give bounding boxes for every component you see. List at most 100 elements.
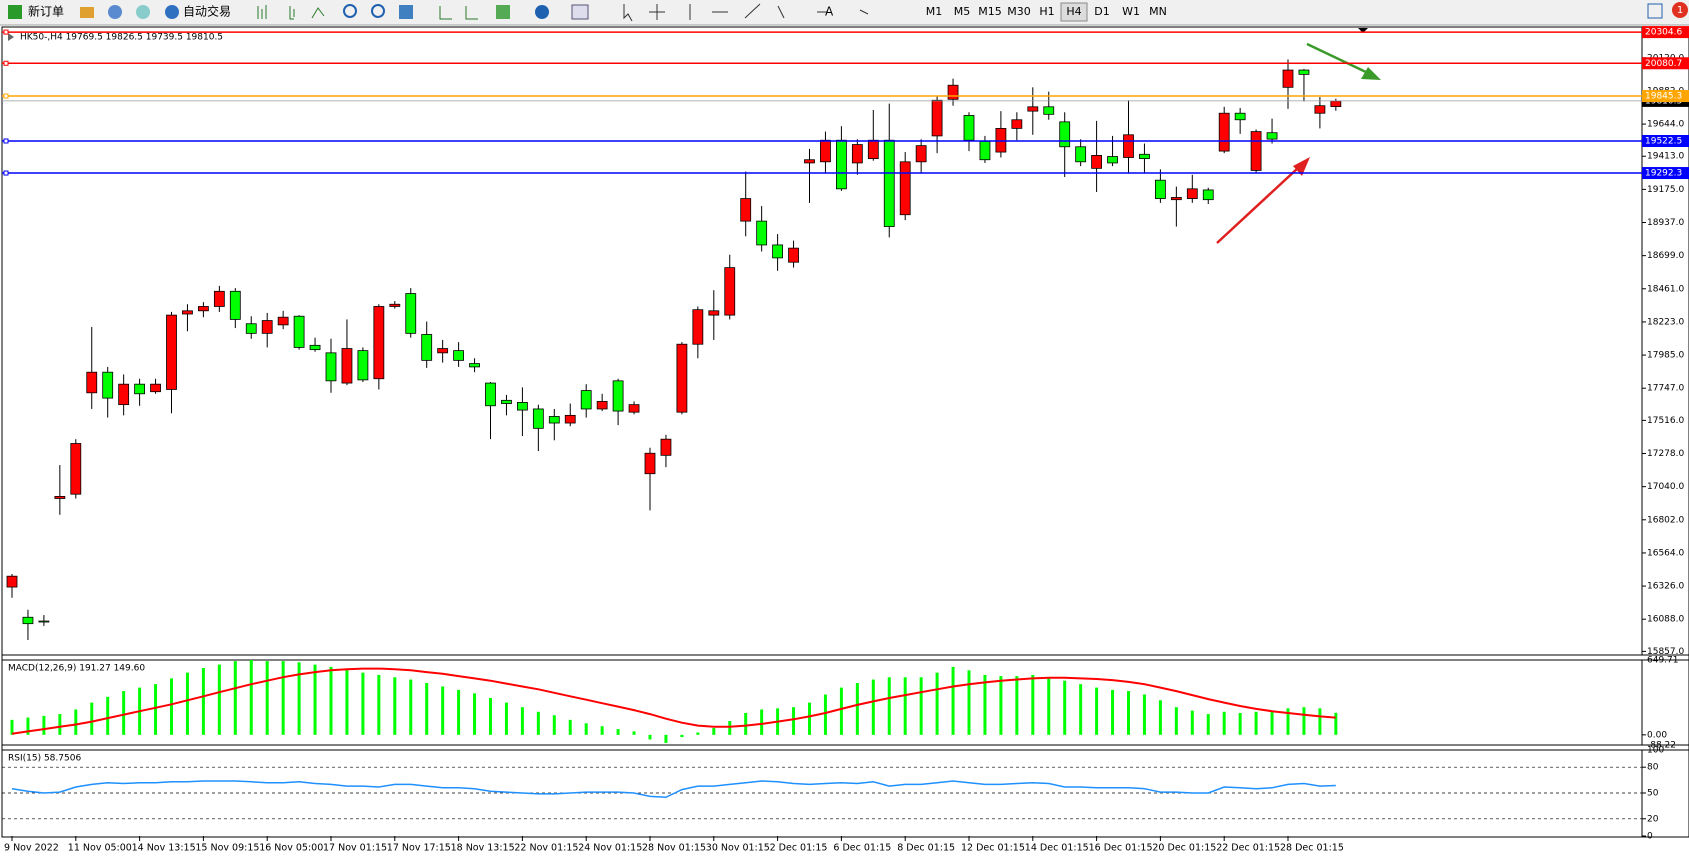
macd-bar bbox=[425, 683, 429, 735]
macd-bar bbox=[792, 707, 796, 735]
toolbar-icon[interactable] bbox=[108, 5, 122, 19]
chart-type-icons[interactable] bbox=[257, 5, 325, 20]
x-tick-label: 12 Dec 01:15 bbox=[961, 843, 1025, 854]
y-tick-label: 0 bbox=[1647, 832, 1653, 842]
annotation-arrows bbox=[1216, 42, 1381, 244]
y-tick-label: 17278.0 bbox=[1647, 449, 1684, 459]
x-tick-label: 24 Nov 01:15 bbox=[578, 843, 642, 854]
level-tag bbox=[1642, 26, 1689, 39]
macd-bar bbox=[1142, 694, 1146, 735]
macd-bar bbox=[520, 707, 524, 735]
timeframe-button[interactable]: H4 bbox=[1066, 5, 1081, 18]
candle-body bbox=[389, 303, 401, 307]
candle-body bbox=[38, 620, 50, 623]
toolbar-icon[interactable] bbox=[136, 5, 150, 19]
auto-trading-button[interactable]: 自动交易 bbox=[183, 4, 231, 19]
macd-bar bbox=[10, 719, 14, 735]
macd-bar bbox=[90, 702, 94, 735]
candle-body bbox=[1282, 69, 1294, 88]
macd-bar bbox=[489, 697, 492, 735]
indicators[interactable] bbox=[496, 5, 510, 19]
scroll-icons[interactable] bbox=[439, 6, 478, 20]
pane-separator bbox=[1, 744, 1689, 751]
candle-body bbox=[788, 247, 799, 263]
timeframe-button[interactable]: H1 bbox=[1039, 5, 1054, 18]
timeframe-button[interactable]: M30 bbox=[1007, 5, 1031, 18]
macd-bar bbox=[1190, 710, 1194, 735]
macd-bar bbox=[297, 662, 301, 735]
drawing-tools[interactable] bbox=[623, 3, 869, 22]
macd-bar bbox=[600, 726, 604, 735]
new-order-icon[interactable] bbox=[8, 5, 22, 19]
zoom-in[interactable] bbox=[343, 4, 357, 18]
timeframe-selected bbox=[1060, 2, 1088, 22]
timeframe-button[interactable]: MN bbox=[1149, 5, 1167, 18]
x-tick-label: 8 Dec 01:15 bbox=[897, 843, 955, 854]
macd-bar bbox=[457, 689, 461, 735]
search[interactable] bbox=[1647, 3, 1663, 19]
macd-bar bbox=[983, 674, 987, 735]
y-tick-label: 18937.0 bbox=[1647, 218, 1684, 228]
macd-title: MACD(12,26,9) 191.27 149.60 bbox=[8, 664, 145, 674]
timeframe-button[interactable]: M5 bbox=[954, 5, 971, 18]
new-order-button[interactable]: 新订单 bbox=[28, 4, 64, 19]
candle-body bbox=[22, 616, 34, 625]
macd-bar bbox=[552, 715, 556, 735]
candle-body bbox=[261, 320, 273, 334]
macd-bar bbox=[1031, 674, 1035, 735]
y-tick-label: 100 bbox=[1647, 746, 1664, 756]
candle-body bbox=[469, 363, 480, 368]
macd-bar bbox=[473, 693, 477, 735]
y-tick-label: 16088.0 bbox=[1647, 615, 1684, 625]
timeframe-button[interactable]: M1 bbox=[926, 5, 943, 18]
timeframe-button[interactable]: W1 bbox=[1122, 5, 1140, 18]
macd-bar bbox=[154, 684, 158, 735]
level-handle bbox=[3, 170, 9, 176]
candle-body bbox=[867, 139, 879, 160]
macd-bar bbox=[345, 669, 349, 735]
macd-bar bbox=[185, 672, 189, 735]
timeframe-button[interactable]: D1 bbox=[1094, 5, 1109, 18]
down-arrow bbox=[1306, 42, 1369, 75]
candle-body bbox=[1091, 155, 1102, 169]
macd-bar bbox=[584, 723, 588, 735]
x-tick-label: 11 Nov 05:00 bbox=[68, 843, 132, 854]
x-tick-label: 28 Dec 01:15 bbox=[1280, 843, 1344, 854]
candle-body bbox=[166, 314, 177, 390]
candle-body bbox=[309, 344, 321, 351]
candle-body bbox=[692, 309, 704, 345]
candle-body bbox=[1059, 121, 1071, 148]
candle-body bbox=[245, 323, 257, 334]
notification-badge[interactable] bbox=[1672, 2, 1688, 18]
candle-body bbox=[6, 575, 18, 588]
candle-body bbox=[979, 140, 991, 161]
candle-body bbox=[341, 348, 353, 384]
macd-bar bbox=[1111, 689, 1115, 735]
tile-windows[interactable] bbox=[399, 5, 413, 19]
rsi-title: RSI(15) 58.7506 bbox=[8, 754, 81, 764]
macd-bar bbox=[1270, 711, 1274, 735]
templates[interactable] bbox=[571, 4, 589, 20]
text-tool[interactable]: A bbox=[825, 5, 834, 19]
candle-body bbox=[628, 404, 640, 413]
candle-body bbox=[708, 310, 720, 316]
x-tick-label: 22 Nov 01:15 bbox=[514, 843, 578, 854]
macd-bar bbox=[1174, 707, 1178, 735]
candle-body bbox=[421, 334, 433, 361]
toolbar-icon[interactable] bbox=[80, 7, 94, 18]
y-tick-label: 649.71 bbox=[1647, 656, 1679, 666]
macd-bar bbox=[536, 711, 540, 735]
auto-trading-icon[interactable] bbox=[165, 5, 179, 19]
timeframe-button[interactable]: M15 bbox=[978, 5, 1002, 18]
candle-body bbox=[70, 443, 82, 495]
y-tick-label: 19175.0 bbox=[1647, 185, 1684, 195]
zoom-out[interactable] bbox=[371, 4, 385, 18]
y-tick-label: 17747.0 bbox=[1647, 384, 1684, 394]
macd-bar bbox=[568, 719, 572, 735]
x-tick-label: 30 Nov 01:15 bbox=[706, 843, 770, 854]
periods[interactable] bbox=[535, 5, 549, 19]
y-tick-label: 17040.0 bbox=[1647, 482, 1684, 492]
x-tick-label: 17 Nov 01:15 bbox=[323, 843, 387, 854]
y-tick-label: 16326.0 bbox=[1647, 582, 1684, 592]
candle-body bbox=[86, 371, 98, 394]
